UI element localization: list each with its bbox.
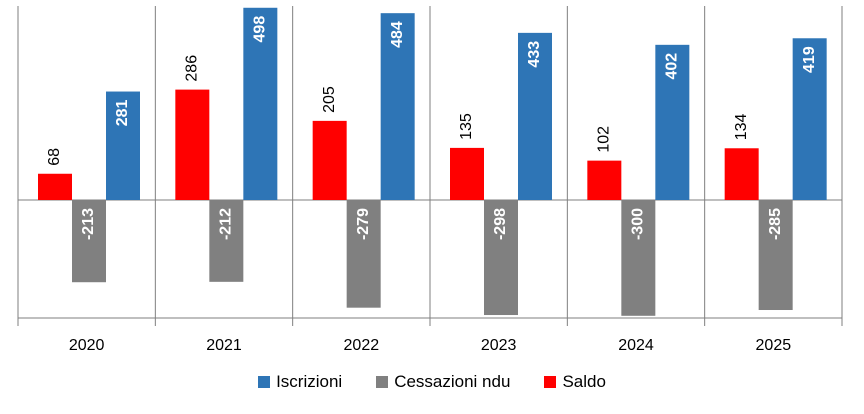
chart-data-labels: 68 -213 281 286 -212 498 205 -279 484 135 -298 433 1… (46, 16, 818, 240)
legend-label-cessazioni: Cessazioni ndu (394, 372, 511, 391)
bar-iscrizioni (518, 32, 552, 200)
bar-iscrizioni (380, 13, 415, 201)
bar-cessazioni-ndu (621, 200, 656, 316)
category-tick-label: 2025 (756, 337, 792, 354)
chart-legend: Iscrizioni Cessazioni ndu Saldo (0, 372, 864, 392)
data-label-saldo: 135 (458, 113, 475, 140)
legend-swatch-saldo (544, 376, 557, 388)
data-label-cessazioni: -279 (355, 208, 372, 240)
data-label-cessazioni: -212 (218, 208, 235, 240)
data-label-cessazioni: -298 (492, 208, 509, 240)
category-tick-label: 2023 (481, 337, 517, 354)
bar-cessazioni-ndu (72, 200, 106, 283)
chart-bars (38, 7, 827, 316)
data-label-iscrizioni: 433 (526, 41, 543, 68)
legend-item-saldo: Saldo (544, 372, 606, 392)
bar-saldo (450, 147, 484, 200)
data-label-saldo: 205 (321, 86, 338, 113)
data-label-saldo: 286 (184, 55, 201, 82)
data-label-saldo: 68 (46, 148, 63, 166)
data-label-cessazioni: -285 (767, 208, 784, 240)
data-label-saldo: 134 (733, 113, 750, 140)
bar-iscrizioni (106, 91, 140, 200)
legend-label-saldo: Saldo (562, 372, 606, 391)
category-tick-label: 2024 (618, 337, 654, 354)
legend-swatch-cessazioni (376, 376, 389, 388)
bar-cessazioni-ndu (209, 200, 244, 282)
bar-iscrizioni (655, 44, 690, 200)
data-label-iscrizioni: 419 (801, 46, 818, 73)
bar-saldo (587, 160, 622, 200)
bar-saldo (312, 120, 347, 200)
bar-saldo (175, 89, 210, 200)
bar-iscrizioni (792, 38, 827, 201)
data-label-cessazioni: -300 (630, 208, 647, 240)
data-label-iscrizioni: 484 (389, 21, 406, 48)
legend-item-iscrizioni: Iscrizioni (258, 372, 342, 392)
bar-iscrizioni (243, 7, 278, 200)
category-tick-label: 2021 (206, 337, 242, 354)
legend-item-cessazioni: Cessazioni ndu (376, 372, 510, 392)
data-label-cessazioni: -213 (80, 208, 97, 240)
bar-cessazioni-ndu (346, 200, 381, 308)
legend-label-iscrizioni: Iscrizioni (276, 372, 343, 391)
bar-saldo (724, 148, 759, 200)
bar-cessazioni-ndu (758, 200, 793, 311)
data-label-saldo: 102 (596, 126, 613, 153)
data-label-iscrizioni: 402 (664, 53, 681, 80)
category-tick-label: 2022 (344, 337, 380, 354)
chart-axes (17, 6, 843, 326)
bar-cessazioni-ndu (484, 200, 518, 316)
bar-saldo (38, 173, 72, 200)
data-label-iscrizioni: 498 (252, 16, 269, 43)
legend-swatch-iscrizioni (258, 376, 271, 388)
chart-category-ticks: 2020 2021 2022 2023 2024 2025 (69, 337, 791, 354)
data-label-iscrizioni: 281 (114, 99, 131, 126)
category-tick-label: 2020 (69, 337, 105, 354)
